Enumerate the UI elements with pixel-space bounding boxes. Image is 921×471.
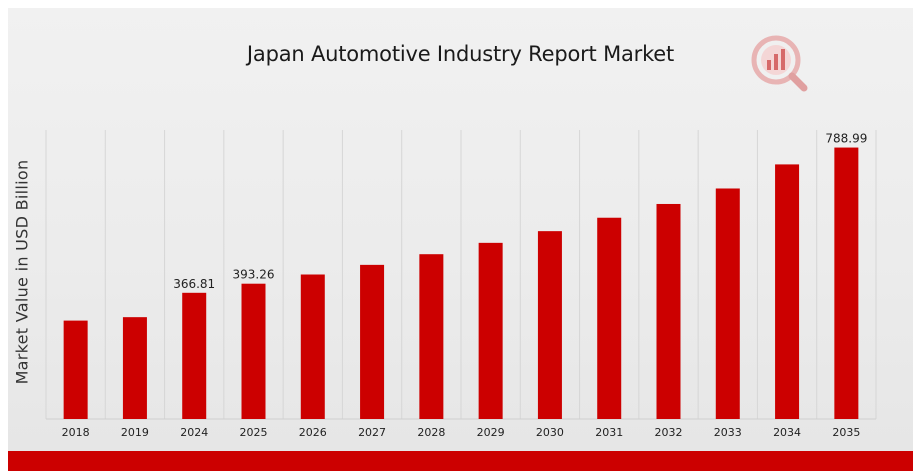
bar-2032	[656, 203, 681, 419]
x-tick-label-2027: 2027	[358, 426, 386, 439]
bar-2026	[300, 274, 325, 419]
bar-2035	[834, 147, 859, 419]
bar-2027	[360, 264, 385, 419]
data-label-2024: 366.81	[173, 277, 215, 291]
chart-title: Japan Automotive Industry Report Market	[246, 42, 675, 66]
bar-2019	[122, 317, 147, 419]
analytics-logo-icon	[751, 35, 808, 92]
bar-2030	[537, 231, 562, 419]
x-tick-label-2031: 2031	[595, 426, 623, 439]
bar-2034	[775, 164, 800, 419]
data-label-2035: 788.99	[825, 132, 867, 146]
bar-2025	[241, 283, 266, 419]
bar-2028	[419, 254, 444, 419]
bar-2029	[478, 242, 503, 419]
x-tick-label-2024: 2024	[180, 426, 208, 439]
x-tick-label-2034: 2034	[773, 426, 801, 439]
x-tick-label-2033: 2033	[714, 426, 742, 439]
x-tick-label-2018: 2018	[62, 426, 90, 439]
data-label-2025: 393.26	[233, 268, 275, 282]
x-tick-label-2026: 2026	[299, 426, 327, 439]
x-tick-label-2035: 2035	[832, 426, 860, 439]
footer-accent-bar	[8, 451, 913, 471]
bar-2018	[63, 320, 88, 419]
bar-2024	[182, 292, 207, 419]
x-tick-label-2019: 2019	[121, 426, 149, 439]
bar-2033	[715, 188, 740, 419]
x-tick-label-2032: 2032	[655, 426, 683, 439]
x-tick-label-2025: 2025	[240, 426, 268, 439]
x-tick-label-2029: 2029	[477, 426, 505, 439]
x-tick-label-2028: 2028	[417, 426, 445, 439]
x-tick-label-2030: 2030	[536, 426, 564, 439]
bar-2031	[597, 217, 622, 419]
